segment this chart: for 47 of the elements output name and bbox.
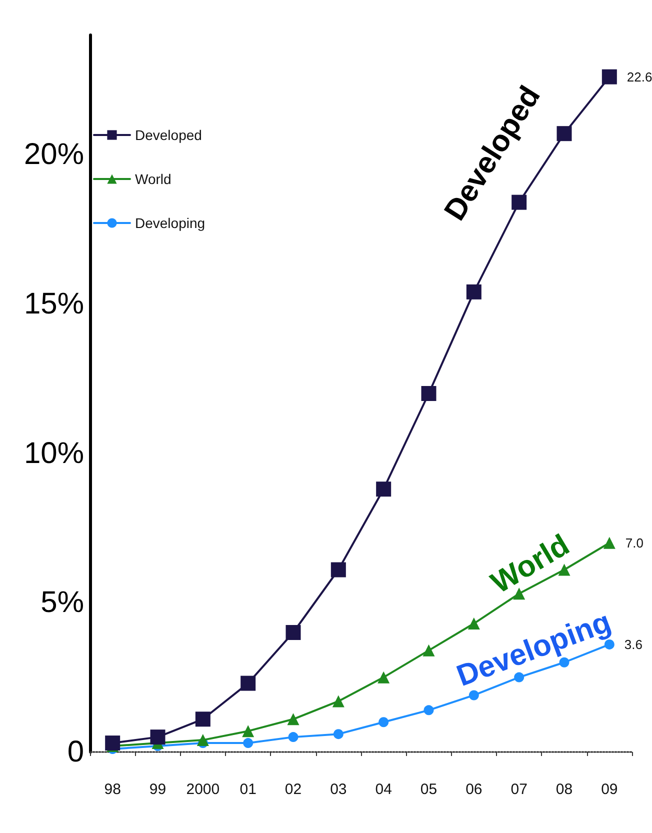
point [332, 695, 344, 708]
point [421, 386, 436, 401]
legend-label: Developing [135, 215, 206, 231]
point [195, 712, 210, 727]
point [330, 562, 346, 578]
y-tick-label: 20% [24, 138, 84, 171]
x-tick-label: 05 [420, 781, 438, 798]
y-tick-label: 15% [24, 287, 84, 320]
point [466, 284, 482, 300]
x-tick-label: 2000 [186, 781, 220, 798]
point [603, 536, 616, 549]
point [602, 69, 617, 84]
x-tick-label: 06 [466, 781, 482, 798]
x-tick-label: 01 [240, 781, 256, 798]
point [105, 736, 120, 751]
point [422, 644, 435, 656]
x-tick-label: 07 [510, 781, 528, 798]
data-label: 3.6 [624, 636, 642, 652]
point [286, 625, 301, 640]
y-tick-label: 10% [24, 436, 84, 470]
point [242, 725, 254, 738]
point [378, 717, 389, 728]
x-tick-label: 08 [556, 781, 573, 798]
point [288, 732, 298, 742]
data-label: 7.0 [625, 535, 644, 550]
point [378, 671, 390, 684]
x-tick-label: 04 [375, 781, 392, 798]
point [468, 690, 479, 700]
legend-label: Developed [135, 127, 202, 143]
point [196, 734, 209, 746]
x-tick-label: 98 [104, 781, 121, 798]
x-tick-label: 99 [149, 781, 166, 798]
point [424, 705, 434, 716]
data-label: 22.6 [626, 69, 652, 84]
x-tick-label: 09 [601, 781, 618, 798]
y-tick-label: 0 [67, 736, 84, 768]
point [243, 738, 254, 748]
point [556, 126, 572, 142]
point [333, 729, 344, 740]
point [150, 730, 166, 745]
point [240, 676, 256, 691]
point [287, 713, 300, 726]
legend-label: World [135, 171, 172, 187]
x-tick-label: 02 [284, 781, 302, 798]
y-tick-label: 5% [40, 586, 84, 620]
point [376, 482, 392, 497]
x-tick-label: 03 [330, 781, 347, 798]
